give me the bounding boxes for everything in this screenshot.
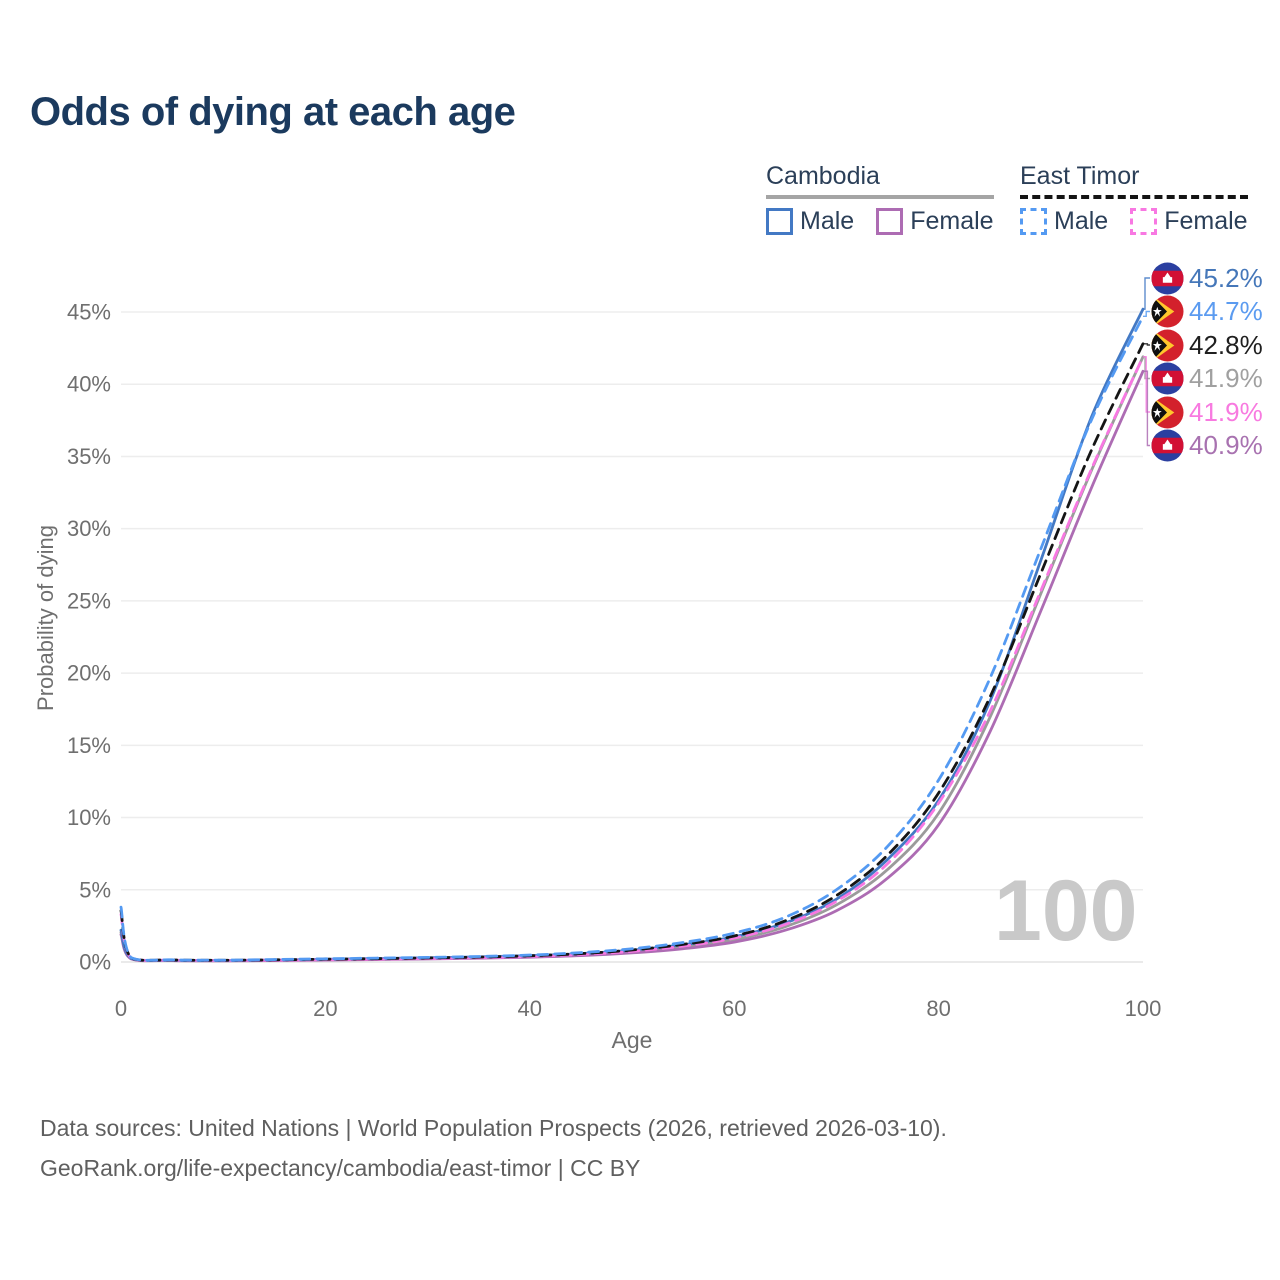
- leader-line-east-timor-total: [1143, 343, 1150, 346]
- cambodia-male-swatch-icon: [766, 208, 793, 235]
- series-line-cambodia-female: [119, 369, 1145, 963]
- east-timor-female-swatch-icon: [1130, 208, 1158, 235]
- legend-item-label: Female: [1164, 207, 1248, 235]
- x-tick-label: 60: [722, 996, 746, 1021]
- leader-line-east-timor-female: [1143, 356, 1150, 413]
- end-label-east-timor-total: 42.8%: [1151, 328, 1263, 362]
- legend-item-cambodia-female[interactable]: Female: [876, 207, 994, 236]
- y-tick-label: 5%: [79, 877, 111, 902]
- legend-group-cambodia: Cambodia Male Female: [766, 162, 994, 236]
- east-timor-flag-icon: [1151, 329, 1184, 362]
- legend-header-east-timor: East Timor: [1020, 162, 1140, 190]
- footer-data-sources: Data sources: United Nations | World Pop…: [40, 1115, 947, 1141]
- x-tick-label: 40: [518, 996, 542, 1021]
- series-line-east-timor-male: [119, 314, 1145, 962]
- y-tick-label: 35%: [67, 444, 111, 469]
- end-label-value: 40.9%: [1189, 430, 1263, 460]
- footer: Data sources: United Nations | World Pop…: [40, 1108, 947, 1188]
- end-label-value: 41.9%: [1189, 363, 1263, 393]
- cambodia-flag-icon: [1151, 429, 1184, 462]
- legend-underline-east-timor: [1020, 195, 1248, 199]
- end-label-cambodia-female: 40.9%: [1151, 429, 1263, 463]
- cambodia-flag-icon: [1151, 362, 1184, 395]
- chart-title: Odds of dying at each age: [30, 90, 516, 134]
- leader-line-cambodia-female: [1143, 370, 1150, 447]
- age-counter-watermark: 100: [994, 863, 1138, 959]
- east-timor-male-swatch-icon: [1020, 208, 1047, 235]
- end-label-value: 41.9%: [1189, 396, 1263, 427]
- legend-underline-cambodia: [766, 195, 994, 199]
- y-tick-label: 15%: [67, 733, 111, 758]
- legend-item-label: Male: [1054, 207, 1109, 235]
- x-tick-label: 100: [1125, 996, 1162, 1021]
- series-line-cambodia-total: [119, 355, 1145, 963]
- end-label-cambodia-total: 41.9%: [1151, 362, 1263, 396]
- y-tick-label: 30%: [67, 516, 111, 541]
- x-tick-label: 80: [926, 996, 950, 1021]
- end-label-east-timor-male: 44.7%: [1151, 295, 1263, 329]
- leader-line-east-timor-male: [1143, 310, 1150, 318]
- end-label-value: 44.7%: [1189, 296, 1263, 326]
- legend-item-label: Male: [800, 207, 855, 235]
- cambodia-flag-icon: [1151, 262, 1184, 295]
- x-axis-title: Age: [612, 1027, 653, 1053]
- x-tick-label: 20: [313, 996, 337, 1021]
- footer-attribution: GeoRank.org/life-expectancy/cambodia/eas…: [40, 1155, 641, 1181]
- y-tick-label: 40%: [67, 372, 111, 397]
- legend-header-cambodia: Cambodia: [766, 162, 880, 190]
- end-label-cambodia-male: 45.2%: [1151, 261, 1263, 295]
- leader-line-cambodia-male: [1143, 277, 1150, 310]
- legend-item-east-timor-male[interactable]: Male: [1020, 207, 1108, 236]
- y-axis-title: Probability of dying: [33, 525, 58, 711]
- legend-item-label: Female: [910, 207, 994, 235]
- y-tick-label: 10%: [67, 805, 111, 830]
- y-tick-label: 45%: [67, 300, 111, 325]
- east-timor-flag-icon: [1151, 295, 1184, 328]
- y-tick-label: 0%: [79, 950, 111, 975]
- east-timor-flag-icon: [1151, 396, 1184, 429]
- y-tick-label: 20%: [67, 661, 111, 686]
- cambodia-female-swatch-icon: [876, 208, 904, 235]
- end-label-east-timor-female: 41.9%: [1151, 395, 1263, 429]
- legend-item-cambodia-male[interactable]: Male: [766, 207, 854, 236]
- end-label-value: 45.2%: [1189, 262, 1263, 293]
- end-label-value: 42.8%: [1189, 329, 1263, 360]
- series-line-east-timor-total: [119, 342, 1145, 962]
- series-line-east-timor-female: [119, 355, 1145, 962]
- x-tick-label: 0: [115, 996, 127, 1021]
- legend-group-east-timor: East Timor Male Female: [1020, 162, 1248, 236]
- legend-item-east-timor-female[interactable]: Female: [1130, 207, 1248, 236]
- y-tick-label: 25%: [67, 588, 111, 613]
- series-line-cambodia-male: [119, 307, 1145, 962]
